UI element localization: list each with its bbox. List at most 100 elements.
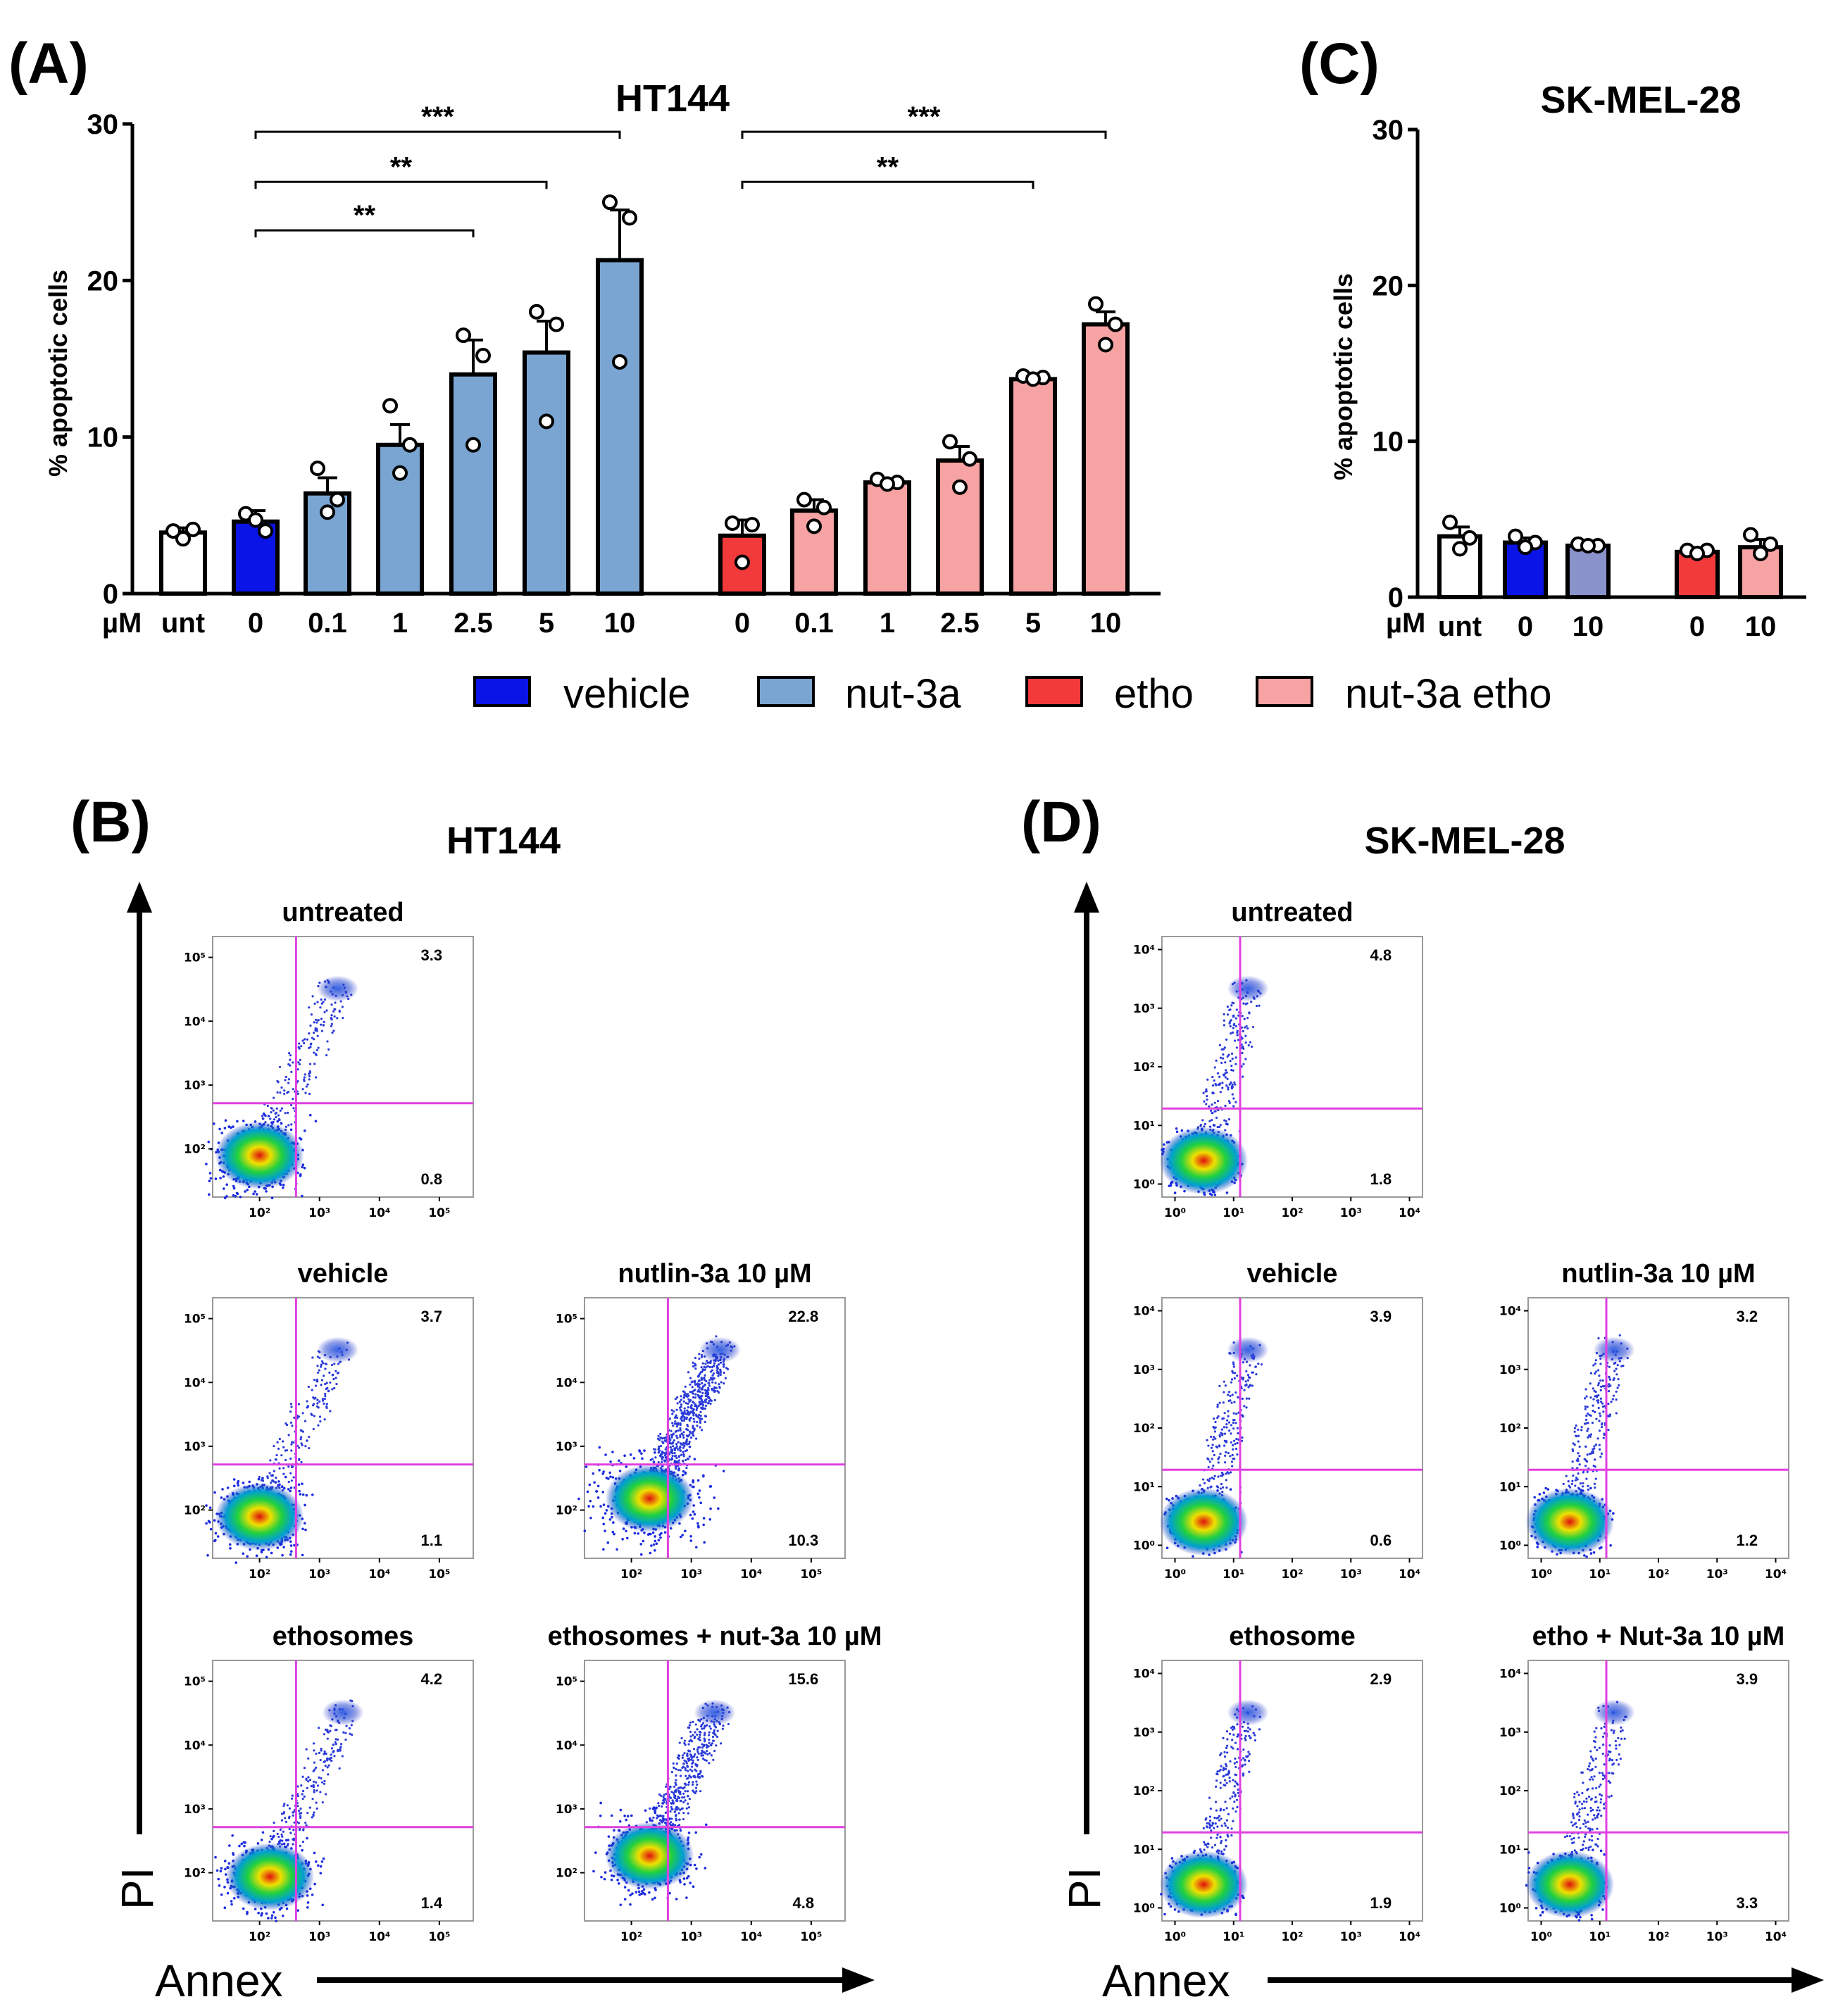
event-dot [323, 1375, 325, 1377]
event-dot [672, 1445, 675, 1448]
event-dot [679, 1429, 682, 1432]
event-dot [314, 1018, 318, 1022]
event-dot [320, 1360, 324, 1363]
event-dot [680, 1405, 682, 1408]
event-dot [310, 1013, 313, 1016]
event-dot [306, 1083, 309, 1086]
event-dot [699, 1426, 701, 1429]
event-dot [654, 1896, 656, 1900]
event-dot [681, 1766, 684, 1770]
event-dot [1205, 1103, 1208, 1106]
event-dot [232, 1187, 236, 1190]
event-dot [673, 1766, 675, 1769]
event-dot [687, 1726, 689, 1729]
event-dot [607, 1835, 611, 1838]
event-dot [592, 1505, 595, 1508]
event-dot [596, 1484, 600, 1488]
event-dot [326, 1737, 329, 1740]
event-dot [708, 1485, 712, 1488]
event-dot [242, 1841, 246, 1844]
y-tick-label: 10² [184, 1143, 206, 1157]
event-dot [682, 1431, 685, 1434]
event-dot [686, 1752, 689, 1755]
event-dot [332, 1743, 335, 1746]
event-dot [335, 1743, 337, 1746]
event-dot [301, 1493, 305, 1496]
event-dot [305, 1824, 308, 1827]
event-dot [604, 1871, 607, 1874]
event-dot [283, 1803, 286, 1805]
event-dot [306, 1836, 308, 1840]
x-tick-label: 10 [604, 608, 636, 639]
x-tick-label: unt [1438, 611, 1482, 642]
event-dot [675, 1443, 678, 1446]
event-dot [701, 1751, 704, 1754]
event-dot [1248, 1012, 1251, 1015]
event-dot [701, 1757, 705, 1760]
y-tick-label: 10³ [556, 1440, 577, 1454]
event-dot [1223, 1046, 1226, 1049]
event-dot [692, 1408, 695, 1411]
event-dot [715, 1371, 719, 1374]
quadrant-lower-right: 1.8 [1370, 1170, 1392, 1188]
event-dot [285, 1907, 289, 1910]
event-dot [663, 1797, 665, 1801]
event-dot [706, 1361, 709, 1364]
event-dot [704, 1739, 706, 1741]
event-dot [683, 1444, 686, 1448]
event-dot [333, 1008, 336, 1010]
event-dot [613, 1532, 615, 1536]
event-dot [303, 1795, 306, 1798]
event-dot [314, 1120, 318, 1123]
event-dot [698, 1353, 701, 1356]
event-dot [1226, 1013, 1230, 1016]
event-dot [687, 1406, 689, 1409]
event-dot [315, 1048, 319, 1052]
event-dot [242, 1482, 245, 1484]
event-dot [692, 1412, 695, 1415]
event-dot [273, 1444, 275, 1448]
event-dot [1241, 1015, 1244, 1018]
event-dot [619, 1903, 623, 1906]
event-dot [281, 1553, 284, 1557]
event-dot [693, 1736, 696, 1740]
event-dot [709, 1743, 712, 1746]
event-dot [691, 1770, 694, 1772]
event-dot [677, 1768, 680, 1772]
event-dot [281, 1839, 284, 1842]
event-dot [670, 1817, 673, 1820]
event-dot [623, 1886, 627, 1889]
event-dot [709, 1402, 712, 1405]
event-dot [292, 1441, 295, 1444]
event-dot [707, 1396, 710, 1398]
event-dot [289, 1403, 293, 1405]
event-dot [717, 1507, 720, 1510]
event-dot [715, 1366, 718, 1369]
event-dot [275, 1477, 277, 1479]
event-dot [330, 1756, 333, 1760]
event-dot [706, 1745, 709, 1748]
event-dot [683, 1412, 686, 1415]
event-dot [307, 1757, 310, 1760]
event-dot [601, 1472, 605, 1475]
event-dot [692, 1761, 694, 1764]
event-dot [316, 1356, 320, 1358]
event-dot [1242, 1075, 1244, 1078]
event-dot [301, 1797, 304, 1801]
data-point [248, 512, 263, 528]
event-dot [301, 1789, 305, 1793]
event-dot [308, 1032, 311, 1035]
event-dot [232, 1125, 235, 1128]
event-dot [285, 1839, 288, 1842]
event-dot [313, 1063, 316, 1065]
event-dot [663, 1451, 665, 1455]
panel-b-label: (B) [70, 790, 151, 854]
event-dot [633, 1532, 637, 1535]
panel-a-title: HT144 [615, 77, 730, 120]
event-dot [693, 1755, 696, 1758]
event-dot [299, 1817, 302, 1820]
event-dot [692, 1783, 694, 1786]
legend-label-1: nut-3a [845, 671, 961, 717]
event-dot [243, 1844, 246, 1848]
event-dot [675, 1429, 678, 1433]
